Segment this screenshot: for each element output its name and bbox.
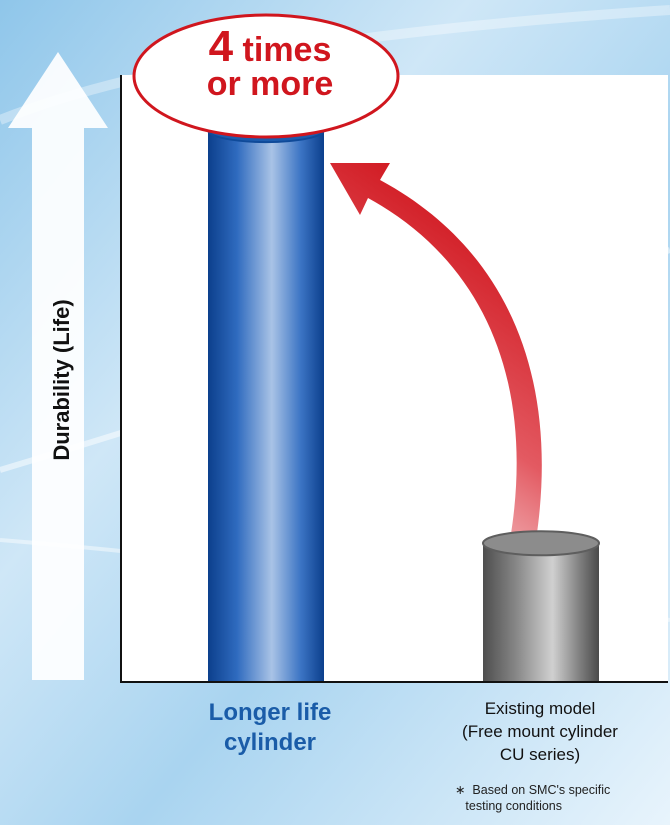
category-label-longer-life: Longer life cylinder: [208, 699, 332, 756]
increase-arrow: [330, 163, 542, 540]
footnote: ∗ Based on SMC's specific testing condit…: [455, 783, 611, 814]
bar-longer-life: [207, 117, 325, 681]
callout-word: times: [242, 31, 332, 69]
y-axis-label: Durability (Life): [49, 299, 74, 461]
callout-ellipse: [132, 13, 400, 139]
callout-line2: or more: [206, 64, 334, 103]
y-axis-arrow: [8, 52, 108, 680]
callout-number: 4: [208, 22, 234, 71]
category-label-existing-model: Existing model (Free mount cylinder CU ser…: [462, 699, 618, 764]
bar-existing-model: [482, 530, 600, 681]
callout-text: 4 times or more: [140, 25, 400, 103]
